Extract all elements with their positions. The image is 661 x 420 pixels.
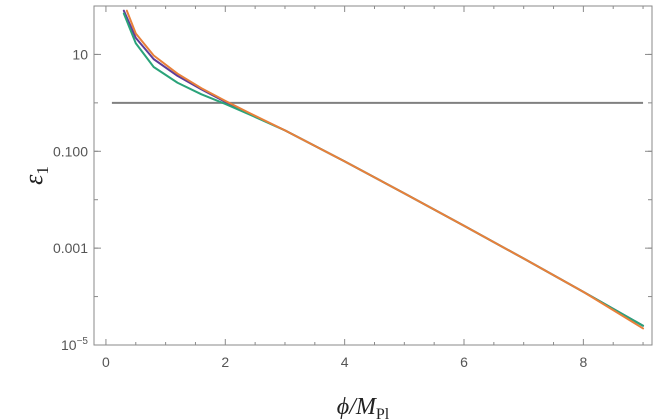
- x-tick-label: 6: [460, 354, 468, 370]
- series-layer: [111, 9, 645, 330]
- y-tick-label: 0.100: [53, 143, 88, 159]
- series-line-2: [122, 12, 645, 327]
- axes: [93, 5, 653, 346]
- x-tick-label: 8: [579, 354, 587, 370]
- series-line-3: [125, 9, 645, 330]
- y-tick-label: 10: [72, 46, 88, 62]
- y-tick-label: 0.001: [53, 240, 88, 256]
- x-tick-label: 4: [341, 354, 349, 370]
- x-tick-label: 2: [221, 354, 229, 370]
- y-tick-label: 10−5: [61, 336, 88, 353]
- series-line-1: [122, 9, 645, 327]
- y-axis-label: ε1: [19, 166, 52, 185]
- plot-frame: [93, 5, 653, 346]
- x-axis-label: ϕ/MPl: [337, 394, 390, 420]
- x-tick-label: 0: [102, 354, 110, 370]
- ticks: 0 2 4 6 8 10 0.100 0.001 10−5: [53, 5, 652, 370]
